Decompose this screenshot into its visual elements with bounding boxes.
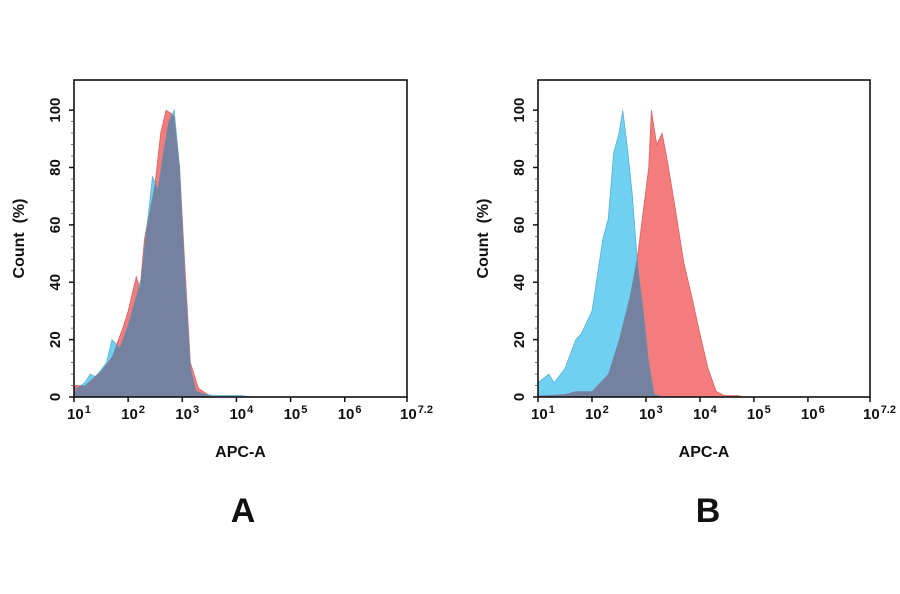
overlap-histogram xyxy=(74,114,291,397)
y-tick-label: 40 xyxy=(511,274,528,291)
y-tick-label: 40 xyxy=(47,274,64,291)
x-axis-label: APC-A xyxy=(215,444,266,461)
x-tick-label: 107.2 xyxy=(400,404,433,423)
x-tick-label: 106 xyxy=(801,404,825,423)
plot-frame xyxy=(73,79,408,398)
x-tick-label: 102 xyxy=(585,404,609,423)
x-tick-label: 103 xyxy=(175,404,199,423)
x-tick-label: 102 xyxy=(121,404,145,423)
x-axis-label: APC-A xyxy=(679,444,730,461)
panel-label: A xyxy=(231,492,256,530)
y-axis-label: Count (%) xyxy=(475,199,492,279)
x-tick-label: 101 xyxy=(531,404,555,423)
x-tick-label: 105 xyxy=(284,404,308,423)
y-tick-label: 100 xyxy=(511,98,528,123)
y-axis-label: Count (%) xyxy=(11,199,28,279)
x-tick-label: 104 xyxy=(229,404,254,423)
y-tick-label: 60 xyxy=(511,217,528,234)
x-tick-label: 107.2 xyxy=(863,404,896,423)
y-tick-label: 60 xyxy=(47,217,64,234)
x-tick-label: 105 xyxy=(747,404,771,423)
x-tick-label: 104 xyxy=(693,404,718,423)
overlap-histogram xyxy=(538,259,754,397)
y-tick-label: 0 xyxy=(511,393,528,401)
x-tick-label: 103 xyxy=(639,404,663,423)
panel-B: 0 20 40 60 80 100 101 102 103 104 105 106 107.2 APC-A… xyxy=(475,79,896,530)
y-tick-label: 100 xyxy=(47,98,64,123)
y-tick-label: 80 xyxy=(511,159,528,176)
y-tick-label: 20 xyxy=(511,331,528,348)
plot-frame xyxy=(537,79,871,398)
y-tick-label: 80 xyxy=(47,159,64,176)
x-tick-label: 106 xyxy=(338,404,362,423)
y-tick-label: 20 xyxy=(47,331,64,348)
x-tick-label: 101 xyxy=(67,404,91,423)
panel-A: 0 20 40 60 80 100 101 102 103 104 105 106 107.2 APC-A… xyxy=(11,79,433,530)
panel-label: B xyxy=(696,492,721,530)
y-tick-label: 0 xyxy=(47,393,64,401)
